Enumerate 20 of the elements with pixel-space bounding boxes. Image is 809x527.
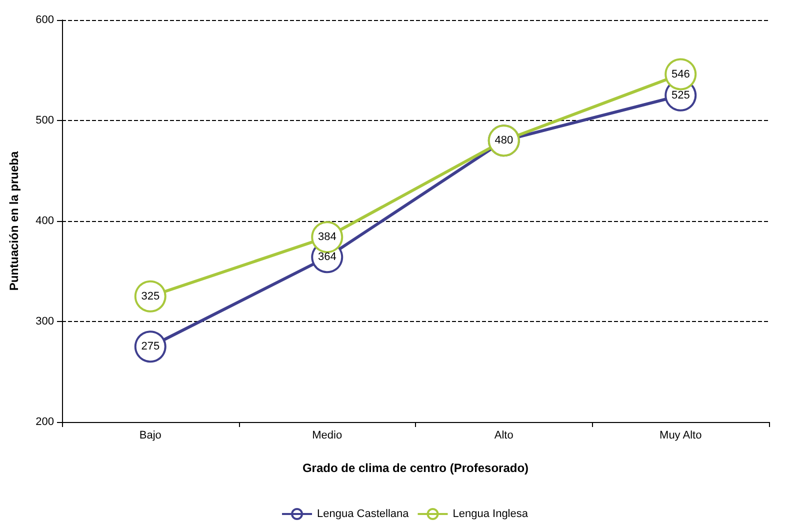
data-label: 325 — [141, 290, 160, 302]
x-tick-label: Muy Alto — [660, 430, 702, 442]
y-axis-title: Puntuación en la prueba — [7, 151, 21, 291]
y-tick-label: 200 — [36, 416, 54, 428]
x-tick-label: Alto — [494, 430, 514, 442]
data-label: 480 — [494, 134, 514, 147]
data-label: 546 — [671, 68, 690, 80]
data-label: 384 — [318, 231, 336, 244]
y-tick-label: 500 — [36, 114, 54, 126]
x-tick-label: Bajo — [139, 430, 162, 442]
legend-label: Lengua Castellana — [317, 508, 410, 520]
x-axis-title: Grado de clima de centro (Profesorado) — [302, 461, 529, 475]
x-tick-label: Medio — [312, 430, 342, 442]
data-label: 275 — [141, 340, 160, 353]
y-tick-label: 400 — [36, 215, 54, 227]
y-tick-label: 600 — [36, 14, 54, 26]
data-label: 364 — [318, 251, 336, 264]
data-label: 525 — [671, 89, 690, 102]
legend-label: Lengua Inglesa — [452, 508, 529, 520]
y-tick-label: 300 — [36, 316, 54, 328]
